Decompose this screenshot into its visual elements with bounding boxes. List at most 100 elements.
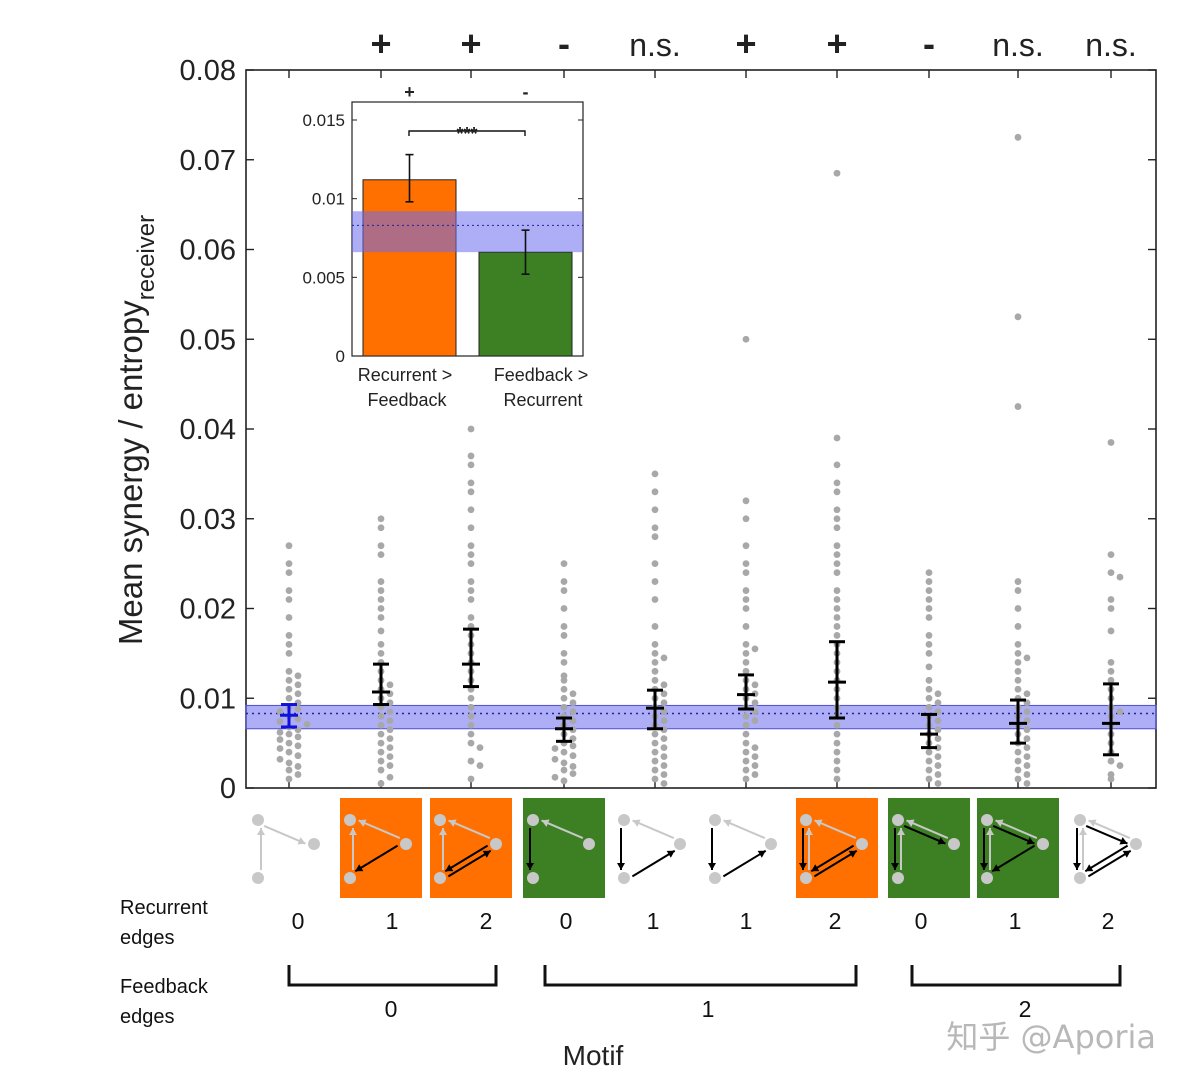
data-point	[833, 169, 841, 177]
data-point	[1023, 654, 1031, 662]
data-point	[386, 744, 394, 752]
motif-diagram	[888, 798, 970, 898]
data-point	[833, 569, 841, 576]
motif-arrowhead	[906, 819, 915, 827]
data-point	[377, 551, 385, 559]
data-point	[560, 587, 568, 594]
motif-node	[252, 814, 264, 826]
motif-edge	[447, 849, 492, 878]
motif-arrowhead	[811, 864, 820, 872]
motif-arrowhead	[723, 819, 732, 827]
data-point	[276, 736, 284, 743]
y-tick-label: 0.04	[180, 414, 236, 446]
data-point	[285, 676, 293, 684]
data-point	[1107, 439, 1115, 446]
data-point	[833, 739, 841, 747]
motif-edge	[354, 844, 399, 873]
motif-arrowhead	[848, 850, 857, 858]
motif-arrowhead	[666, 850, 675, 858]
data-point	[276, 745, 284, 752]
data-point	[285, 560, 293, 568]
data-point	[1107, 775, 1115, 783]
data-point	[294, 742, 302, 750]
motif-node	[527, 872, 539, 884]
y-tick-label: 0.06	[180, 235, 236, 267]
recurrent-edges-label-line1: Recurrent	[120, 897, 208, 919]
data-point	[660, 708, 668, 716]
data-point	[651, 470, 659, 478]
data-point	[377, 641, 385, 648]
data-point	[1023, 690, 1031, 698]
data-point	[833, 560, 841, 568]
data-point	[1014, 605, 1022, 612]
data-point	[467, 425, 475, 433]
data-point	[569, 763, 577, 770]
recurrent-count: 1	[1008, 908, 1022, 934]
data-point	[1116, 708, 1124, 716]
motif-arrowhead	[799, 863, 807, 870]
data-point	[1014, 641, 1022, 648]
data-point	[833, 461, 841, 469]
data-point	[742, 596, 750, 603]
data-point	[651, 658, 659, 666]
data-point	[276, 708, 284, 716]
data-point	[1014, 685, 1022, 693]
data-point	[294, 705, 302, 713]
motif-diagram	[252, 814, 320, 884]
data-point	[925, 748, 933, 756]
data-point	[377, 627, 385, 635]
motif-diagram	[430, 798, 512, 898]
motif-node	[800, 814, 812, 826]
data-point	[377, 542, 385, 550]
data-point	[551, 755, 559, 763]
motif-arrowhead	[897, 828, 905, 835]
recurrent-count: 2	[828, 908, 842, 934]
data-point	[751, 753, 759, 760]
data-point	[285, 596, 293, 603]
motif-edge	[631, 849, 676, 878]
data-point	[467, 703, 475, 711]
data-point	[377, 649, 385, 657]
motif-edge	[992, 824, 1035, 845]
data-point	[467, 757, 475, 765]
data-point	[925, 775, 933, 783]
motif-edge	[723, 819, 766, 840]
motif-arrowhead	[445, 864, 454, 872]
recurrent-count: 2	[479, 908, 493, 934]
motif-arrowhead	[995, 819, 1004, 827]
data-point	[660, 654, 668, 662]
data-point	[1014, 757, 1022, 765]
data-point	[925, 641, 933, 648]
data-point	[833, 775, 841, 783]
data-point	[1107, 667, 1115, 675]
data-point	[1107, 551, 1115, 559]
motif-edge	[632, 819, 675, 840]
inset-y-tick-label: 0.005	[302, 268, 345, 287]
data-point	[560, 649, 568, 657]
data-point	[467, 614, 475, 621]
data-point	[925, 569, 933, 576]
data-point	[467, 542, 475, 550]
inset-reference-band	[352, 211, 583, 253]
motif-edge	[263, 824, 306, 845]
data-point	[742, 569, 750, 576]
data-point	[742, 757, 750, 765]
data-point	[651, 488, 659, 496]
data-point	[1023, 771, 1031, 778]
data-point	[285, 748, 293, 756]
data-point	[294, 752, 302, 760]
motif-node	[527, 814, 539, 826]
data-point	[1023, 762, 1031, 769]
recurrent-count: 1	[739, 908, 753, 934]
motif-edge	[1088, 819, 1131, 840]
data-point	[467, 488, 475, 496]
data-point	[569, 690, 577, 698]
motif-node	[981, 814, 993, 826]
data-point	[651, 506, 659, 514]
motif-edge	[722, 849, 767, 878]
data-point	[377, 748, 385, 756]
motif-arrowhead	[1073, 863, 1081, 870]
motif-arrowhead	[1085, 864, 1094, 872]
data-point	[560, 766, 568, 774]
